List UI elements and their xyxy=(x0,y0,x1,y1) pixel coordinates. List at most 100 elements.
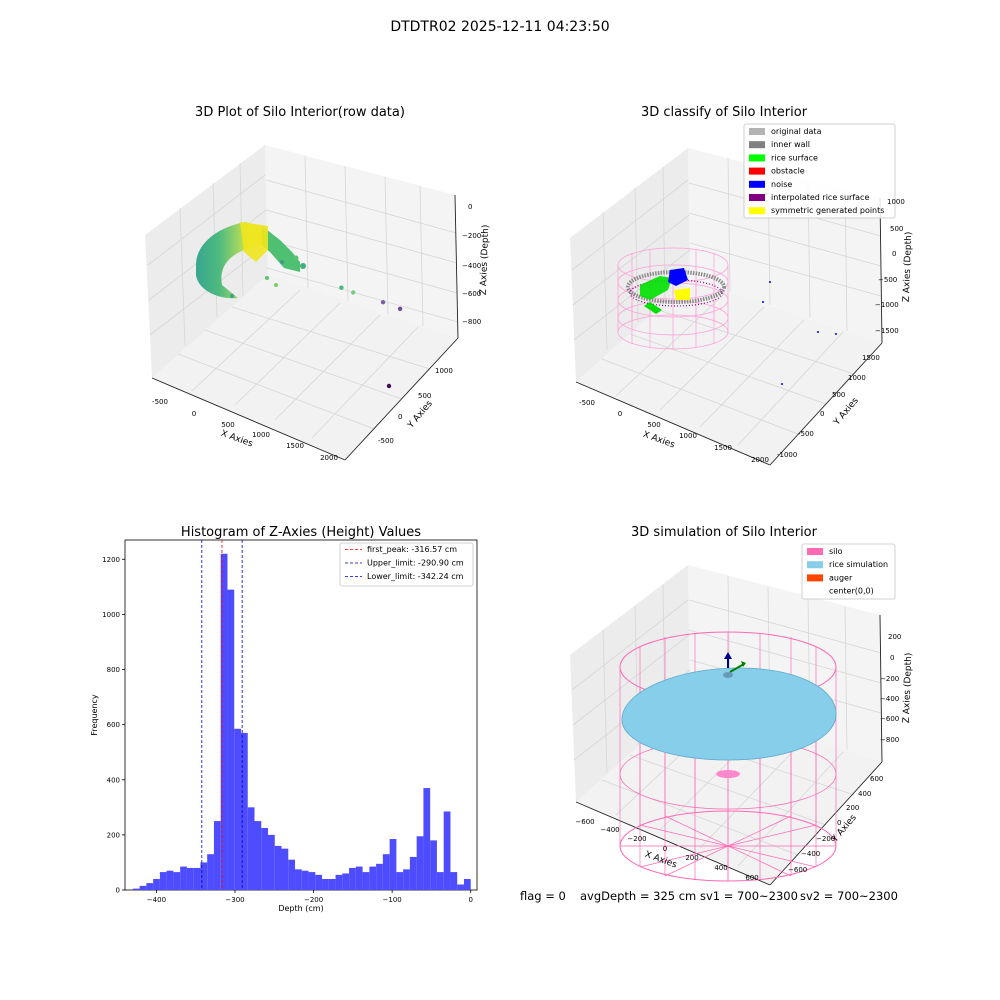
x-tick-label: -500 xyxy=(152,398,168,406)
y-tick-label: −200 xyxy=(816,835,835,843)
histogram-bar xyxy=(173,872,181,890)
outlier-point xyxy=(380,300,386,305)
histogram-bar xyxy=(389,839,397,890)
legend: original data inner wall rice surface obsta… xyxy=(743,123,896,219)
legend-swatch xyxy=(807,574,823,582)
status-line: flag = 0 avgDepth = 325 cm sv1 = 700~230… xyxy=(520,889,898,903)
y-tick-label: −600 xyxy=(788,866,807,874)
y-tick-label: 400 xyxy=(107,776,120,784)
histogram-bar xyxy=(457,884,464,890)
y-tick-label: 0 xyxy=(398,413,402,421)
histogram-bar xyxy=(369,866,377,890)
legend-label: inner wall xyxy=(771,140,810,149)
x-tick-label: −400 xyxy=(600,826,619,834)
z-tick-label: 0 xyxy=(892,250,896,258)
x-tick-label: 600 xyxy=(745,874,758,882)
legend-swatch xyxy=(749,128,765,135)
legend-label: original data xyxy=(771,127,822,136)
y-axis-label: Y Axies xyxy=(832,396,861,428)
sv1-text: sv1 = 700~2300 xyxy=(700,889,798,903)
y-tick-label: 0 xyxy=(116,887,120,895)
histogram-bar xyxy=(213,821,221,890)
x-tick-labels: -500 0 500 1000 1500 2000 xyxy=(579,399,769,464)
x-tick-label: -500 xyxy=(579,399,595,407)
histogram-bar xyxy=(274,845,282,890)
legend-label: noise xyxy=(771,180,792,189)
z-tick-label: 500 xyxy=(890,225,903,233)
x-tick-label: 200 xyxy=(685,854,698,862)
histogram-bar xyxy=(335,874,343,890)
histogram-bar xyxy=(301,870,309,890)
outlier-point xyxy=(351,290,356,295)
z-tick-label: −200 xyxy=(880,675,899,683)
histogram-bar xyxy=(227,589,235,890)
panel-title: Histogram of Z-Axies (Height) Values xyxy=(181,525,421,540)
y-axis-label: Y Axies xyxy=(406,399,435,431)
y-axis-label: Frequency xyxy=(90,694,99,736)
y-tick-label: 1000 xyxy=(102,611,120,619)
auger-marker xyxy=(723,652,746,678)
legend-label: rice simulation xyxy=(829,560,888,569)
legend-swatch xyxy=(749,167,765,175)
x-tick-label: 1000 xyxy=(252,431,270,439)
z-tick-label: −1000 xyxy=(875,301,899,309)
x-tick-label: −600 xyxy=(575,818,594,826)
y-tick-label: 1000 xyxy=(848,374,866,382)
outlier-point xyxy=(339,285,344,290)
histogram-bar xyxy=(416,836,424,890)
histogram-bar xyxy=(430,840,437,890)
histogram-bar xyxy=(288,859,296,890)
x-tick-label: 1000 xyxy=(679,432,697,440)
histogram-bar xyxy=(355,866,363,890)
legend-label: auger xyxy=(829,573,853,582)
x-tick-label: 1500 xyxy=(286,442,304,450)
y-tick-label: 200 xyxy=(846,804,859,812)
y-tick-labels: -1000 -500 0 500 1000 1500 xyxy=(777,354,880,459)
histogram-bar xyxy=(247,807,255,890)
legend-label: first_peak: -316.57 cm xyxy=(367,545,457,554)
legend-label: rice surface xyxy=(771,153,818,162)
flag-text: flag = 0 xyxy=(520,889,566,903)
y-tick-label: -1000 xyxy=(777,451,797,459)
panel-3d-classify: 3D classify of Silo Interior xyxy=(570,105,914,466)
y-tick-label: 1500 xyxy=(862,354,880,362)
legend-swatch xyxy=(749,207,765,215)
y-tick-label: 0 xyxy=(837,819,841,827)
legend-swatch xyxy=(749,154,765,162)
legend-label: obstacle xyxy=(771,167,805,176)
z-tick-label: 0 xyxy=(890,654,894,662)
histogram-bar xyxy=(207,854,214,890)
x-tick-label: 2000 xyxy=(751,456,769,464)
z-tick-label: −400 xyxy=(462,262,481,270)
legend: first_peak: -316.57 cm Upper_limit: -290.… xyxy=(339,542,474,587)
y-tick-label: 1200 xyxy=(102,556,120,564)
z-axis-label: Z Axies (Depth) xyxy=(479,225,491,296)
histogram-bar xyxy=(234,728,241,890)
histogram-bar xyxy=(396,872,404,890)
legend-label: center(0,0) xyxy=(829,587,874,596)
histogram-bar xyxy=(193,867,201,890)
z-tick-label: −600 xyxy=(462,290,481,298)
histogram-bar xyxy=(362,872,370,890)
histogram-bar xyxy=(308,872,316,890)
z-tick-label: 0 xyxy=(468,203,472,211)
panel-histogram: Histogram of Z-Axies (Height) Values −40… xyxy=(90,525,478,913)
histogram-bar xyxy=(443,811,451,890)
x-tick-label: −400 xyxy=(147,896,166,904)
legend-swatch xyxy=(807,561,823,569)
histogram-bar xyxy=(180,866,187,890)
z-tick-label: −800 xyxy=(462,318,481,326)
z-tick-label: −800 xyxy=(880,736,899,744)
y-tick-label: -500 xyxy=(378,437,394,445)
y-tick-label: -500 xyxy=(798,430,814,438)
y-tick-label: 800 xyxy=(107,666,120,674)
panel-3d-simulation: 3D simulation of Silo Interior xyxy=(570,525,914,886)
y-tick-label: 0 xyxy=(820,410,824,418)
outliers xyxy=(339,285,403,389)
z-tick-labels: 0 −200 −400 −600 −800 xyxy=(462,203,481,326)
y-tick-label: 200 xyxy=(107,831,120,839)
legend-label: Upper_limit: -290.90 cm xyxy=(367,559,464,568)
histogram-bar xyxy=(403,869,410,890)
panel-title: 3D simulation of Silo Interior xyxy=(631,525,818,540)
y-tick-label: 1000 xyxy=(435,367,453,375)
